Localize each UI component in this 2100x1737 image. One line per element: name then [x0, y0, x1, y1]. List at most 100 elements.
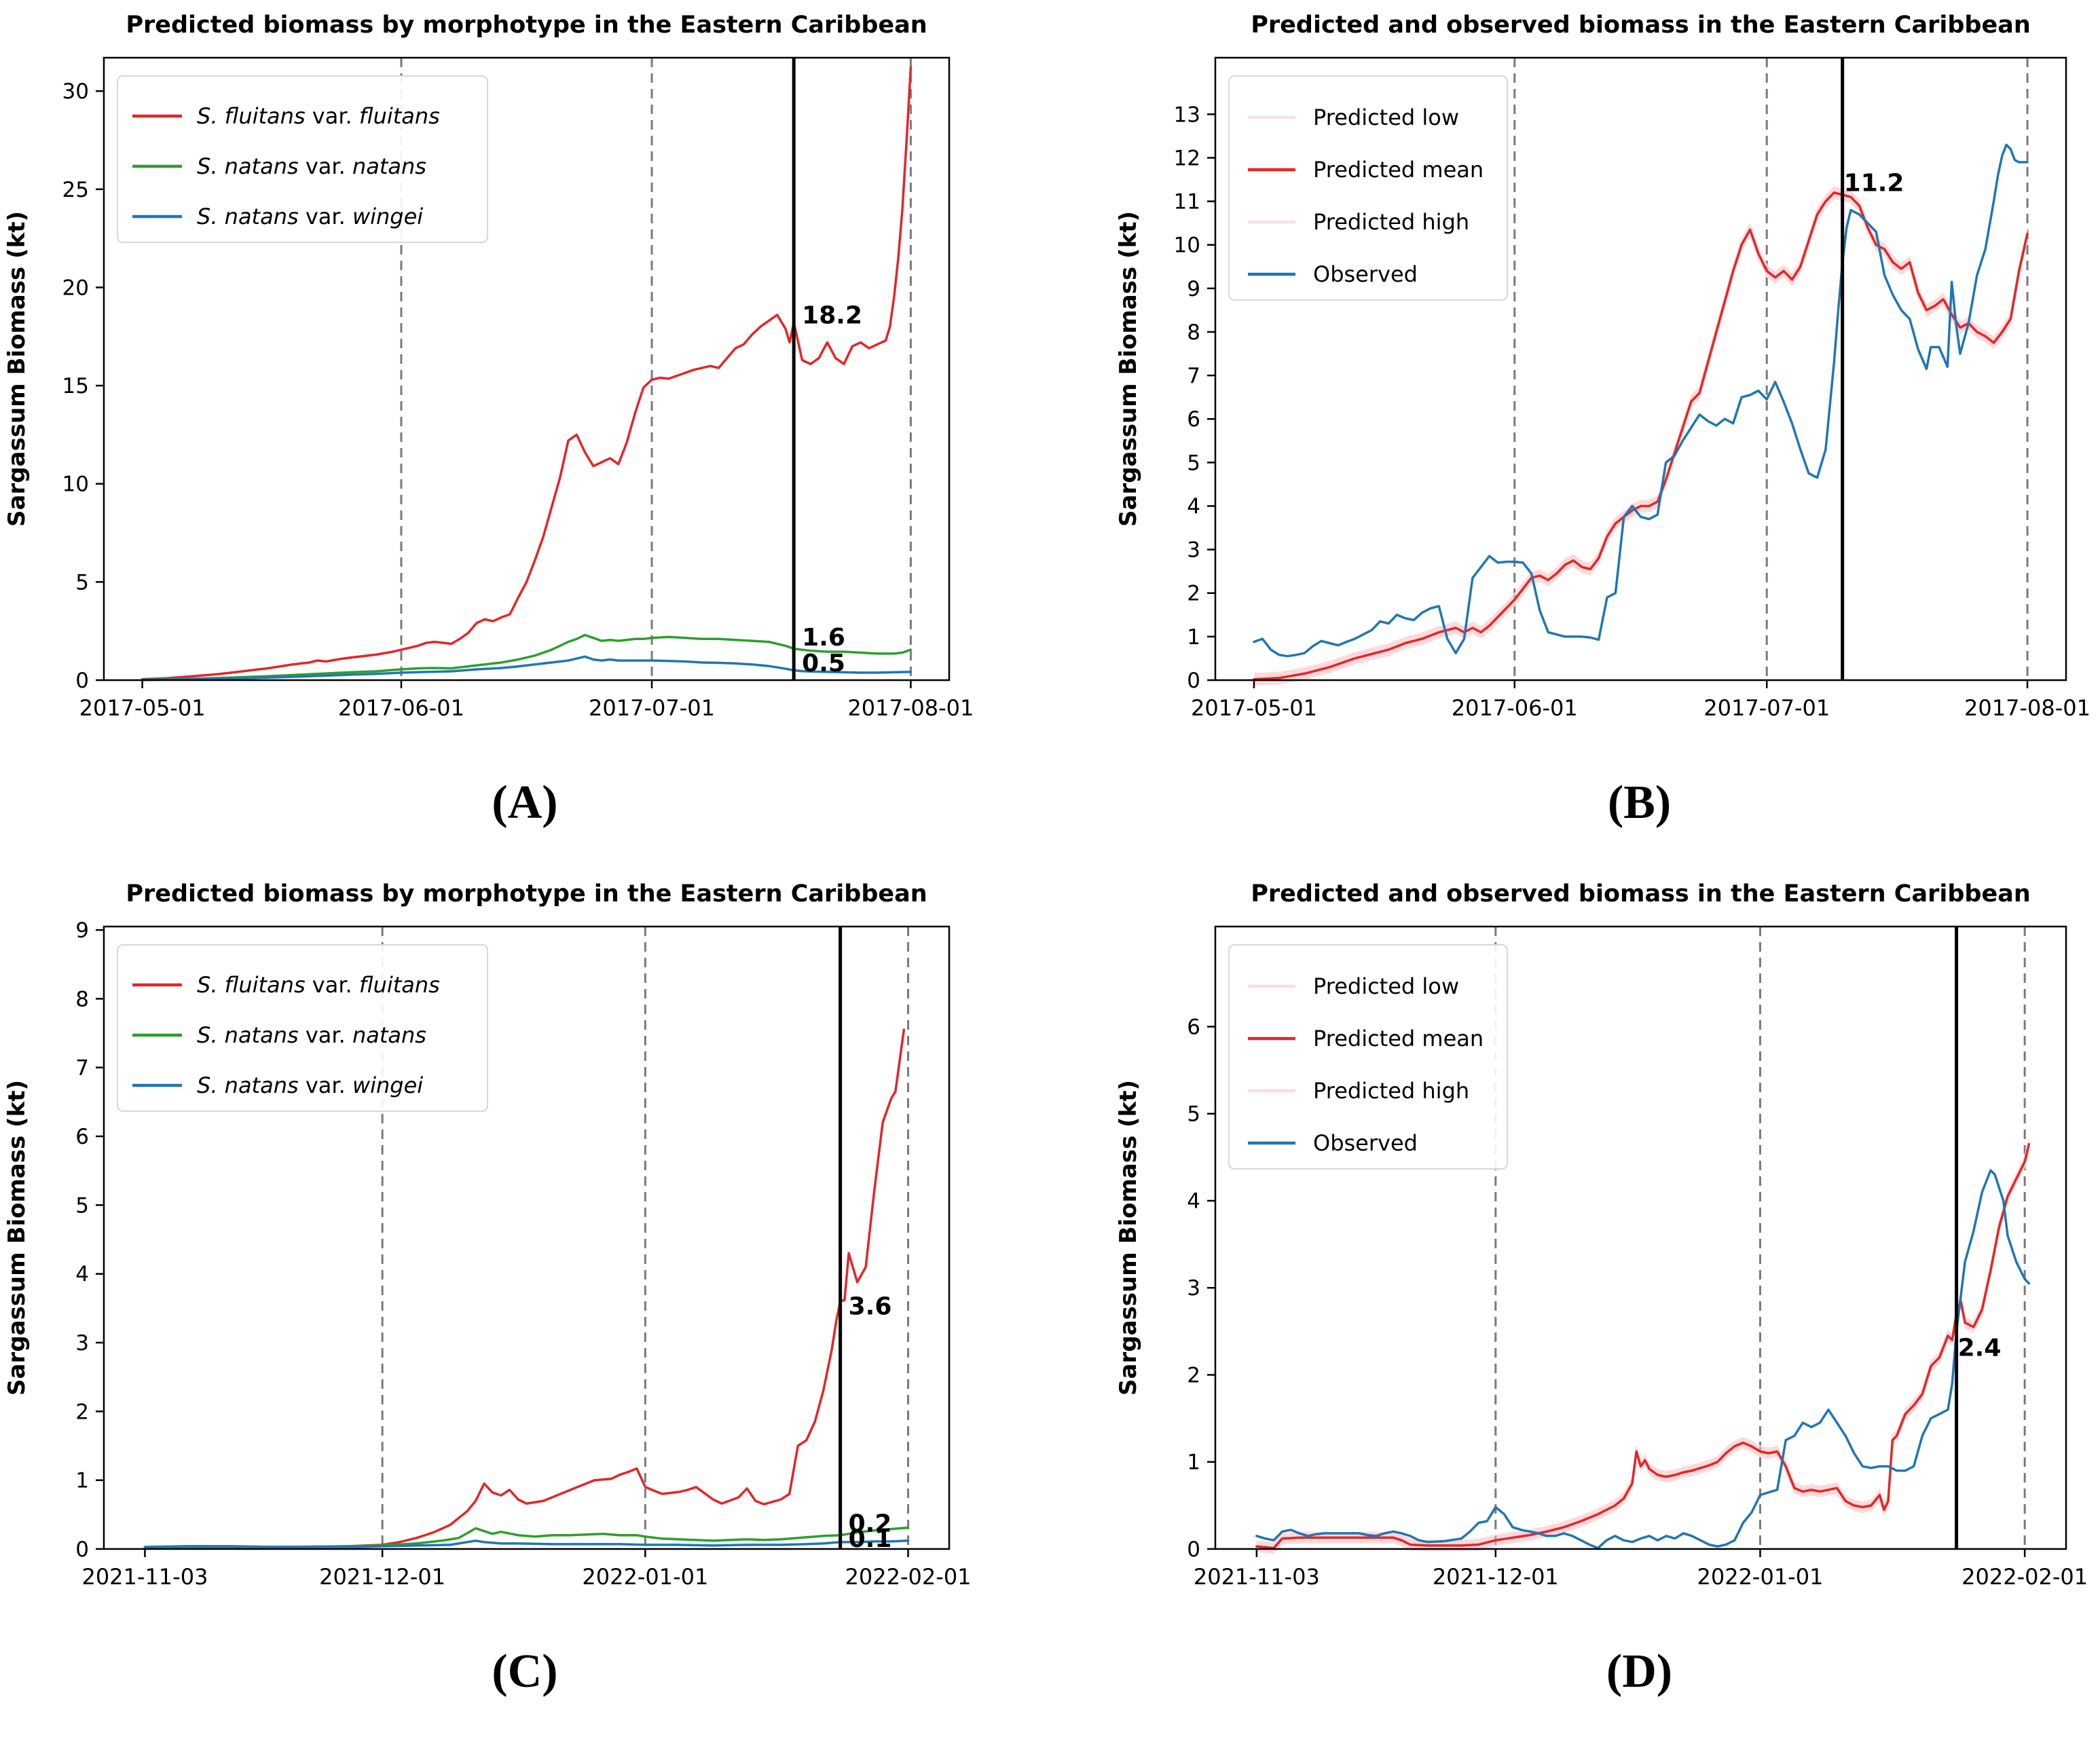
x-tick-label: 2017-06-01 [1452, 695, 1578, 721]
annotation-0-5: 0.5 [802, 650, 845, 677]
x-tick-label: 2017-07-01 [589, 695, 715, 721]
y-tick-label: 20 [62, 276, 89, 300]
y-tick-label: 13 [1174, 102, 1200, 127]
y-tick-label: 6 [1187, 407, 1200, 432]
prediction-band [1256, 1138, 2029, 1554]
chart-panel-a: 0 5 10 15 20 25 30 2017-05-01 2017-06-01 2017-07-… [3, 12, 974, 721]
x-tick-label: 2022-01-01 [582, 1564, 708, 1590]
legend-label: Predicted high [1313, 1078, 1469, 1104]
series-s-fluitans-var-fluitans [141, 66, 913, 681]
caption-a: (A) [492, 777, 558, 829]
legend-box [117, 944, 488, 1112]
legend-label: Predicted high [1313, 209, 1469, 235]
y-tick-label: 3 [75, 1331, 89, 1356]
x-tick-label: 2017-08-01 [1964, 695, 2090, 721]
legend-label: Predicted low [1313, 973, 1459, 999]
legend-label: S. natans var. wingei [197, 204, 423, 229]
chart-title: Predicted biomass by morphotype in the E… [126, 12, 927, 39]
y-tick-label: 11 [1174, 190, 1200, 214]
axes-box [103, 925, 951, 1550]
series-predicted-mean [1255, 1142, 2031, 1550]
y-tick-label: 0 [1187, 1537, 1200, 1562]
predicted-high-line [1253, 186, 2028, 675]
axes-box [103, 56, 951, 681]
y-tick-label: 7 [1187, 364, 1200, 388]
y-tick-label: 5 [75, 1193, 89, 1218]
series-s-natans-var-wingei [143, 1539, 910, 1548]
y-tick-label: 10 [62, 472, 89, 497]
panel-b-cell: 0 1 2 3 4 5 6 7 8 9 10 11 12 13 2017-05-01 2017-06-01 20… [1050, 0, 2100, 869]
y-tick-label: 9 [1187, 277, 1200, 301]
y-tick-label: 4 [75, 1263, 89, 1287]
chart-panel-c: 0 1 2 3 4 5 6 7 8 9 2021-11-03 2021-12-01 2022-01-01… [3, 880, 972, 1590]
predicted-high-line [1256, 1138, 2030, 1544]
y-tick-label: 3 [1187, 538, 1200, 563]
y-tick-label: 10 [1174, 234, 1200, 258]
y-tick-label: 1 [1187, 1451, 1200, 1475]
legend-label: Observed [1313, 261, 1418, 287]
x-tick-label: 2017-08-01 [847, 695, 974, 721]
y-tick-label: 9 [75, 918, 89, 943]
y-tick-label: 1 [1187, 625, 1200, 650]
legend-label: S. natans var. wingei [197, 1072, 423, 1098]
legend-label: Predicted low [1313, 105, 1459, 130]
series-s-fluitans-var-fluitans [143, 1028, 906, 1549]
x-tick-label: 2022-02-01 [845, 1564, 972, 1590]
x-tick-label: 2021-11-03 [1194, 1564, 1320, 1590]
axes-box [1214, 56, 2067, 681]
x-tick-label: 2017-05-01 [79, 695, 206, 721]
x-tick-label: 2017-07-01 [1703, 695, 1830, 721]
series-observed [1253, 143, 2029, 658]
legend-label: S. fluitans var. fluitans [197, 103, 440, 129]
x-tick-label: 2022-01-01 [1697, 1564, 1823, 1590]
y-axis-label: Sargassum Biomass (kt) [1115, 1080, 1142, 1396]
series-s-natans-var-wingei [141, 655, 913, 681]
y-tick-label: 4 [1187, 494, 1200, 519]
chart-title: Predicted biomass by morphotype in the E… [126, 880, 927, 908]
y-tick-label: 2 [1187, 582, 1200, 606]
series-s-natans-var-natans [143, 1526, 910, 1549]
y-axis-label: Sargassum Biomass (kt) [3, 1080, 31, 1396]
y-tick-label: 0 [1187, 669, 1200, 693]
annotation-0-2: 0.2 [849, 1510, 892, 1538]
y-axis-label: Sargassum Biomass (kt) [1115, 211, 1142, 527]
y-axis-label: Sargassum Biomass (kt) [3, 211, 31, 527]
y-tick-label: 0 [75, 1537, 89, 1562]
y-tick-label: 1 [75, 1469, 89, 1493]
y-tick-label: 7 [75, 1056, 89, 1081]
y-tick-label: 8 [1187, 320, 1200, 345]
x-tick-label: 2017-05-01 [1191, 695, 1317, 721]
y-tick-label: 5 [75, 570, 89, 595]
legend-label: S. fluitans var. fluitans [197, 972, 440, 998]
y-tick-label: 0 [75, 669, 89, 693]
predicted-low-line [1253, 197, 2028, 686]
y-tick-label: 2 [1187, 1363, 1200, 1387]
annotation-18-2: 18.2 [802, 302, 862, 330]
predicted-low-line [1256, 1149, 2030, 1554]
y-tick-label: 2 [75, 1400, 89, 1424]
y-tick-label: 6 [75, 1125, 89, 1149]
annotation-0-1: 0.1 [849, 1525, 892, 1553]
legend-label: S. natans var. natans [197, 153, 426, 179]
annotation-11-2: 11.2 [1844, 169, 1904, 197]
y-tick-label: 4 [1187, 1189, 1200, 1214]
y-tick-label: 30 [62, 79, 89, 104]
legend-box [1228, 944, 1508, 1170]
chart-panel-d: 0 1 2 3 4 5 6 2021-11-03 2021-12-01 2022-01-01 202… [1115, 880, 2088, 1590]
annotation-1-6: 1.6 [802, 624, 845, 652]
caption-d: (D) [1606, 1645, 1673, 1698]
axes-box [1214, 925, 2067, 1550]
caption-c: (C) [492, 1645, 558, 1698]
x-tick-label: 2021-12-01 [1433, 1564, 1559, 1590]
chart-title: Predicted and observed biomass in the Ea… [1251, 880, 2031, 908]
series-predicted-mean [1253, 191, 2029, 681]
x-tick-label: 2021-12-01 [319, 1564, 445, 1590]
y-tick-label: 5 [1187, 451, 1200, 475]
panel-d-cell: 0 1 2 3 4 5 6 2021-11-03 2021-12-01 2022-01-01 202… [1050, 869, 2100, 1737]
legend-box [117, 75, 488, 243]
legend-label: Predicted mean [1313, 1026, 1484, 1051]
y-tick-label: 5 [1187, 1102, 1200, 1127]
y-tick-label: 6 [1187, 1015, 1200, 1039]
x-tick-label: 2017-06-01 [338, 695, 464, 721]
annotation-2-4: 2.4 [1958, 1334, 2002, 1362]
